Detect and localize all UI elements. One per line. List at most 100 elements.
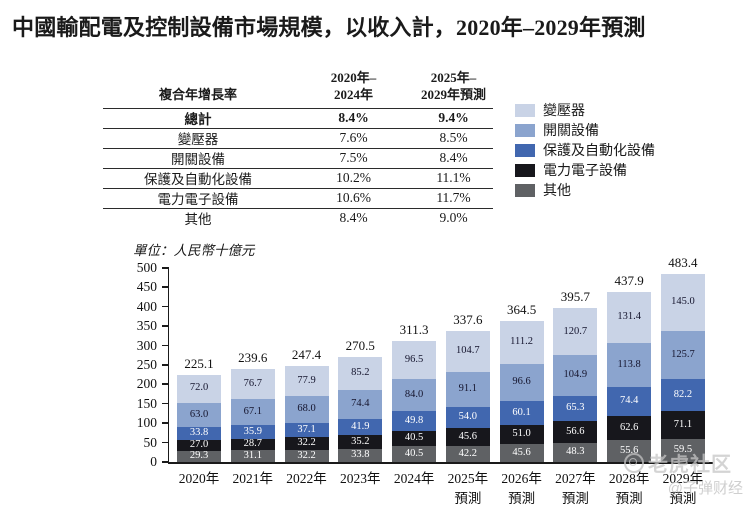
bar-group: 111.2 96.6 60.1 51.0 45.6 364.5 2026年 預測 (499, 302, 544, 506)
y-axis-tick-mark (162, 286, 169, 288)
bar-segment: 72.0 (177, 374, 221, 403)
bars-container: 72.0 63.0 33.8 27.0 29.3 225.1 2020年 76.7 67.1 35… (169, 255, 713, 506)
bar-segment: 45.6 (445, 427, 490, 446)
bar-segment: 45.6 (499, 444, 544, 462)
row-label: 變壓器 (177, 132, 219, 148)
cagr-2025-2029-value: 9.4% (438, 110, 469, 126)
table-row: 總計 8.4% 9.4% (103, 107, 493, 128)
y-axis-tick-mark (162, 441, 169, 444)
y-axis-tick-mark (162, 344, 169, 347)
bar-segment: 27.0 (177, 440, 221, 451)
legend-item: 變壓器 (515, 100, 655, 120)
bar-total-label: 483.4 (668, 255, 698, 271)
x-axis-label: 2028年 預測 (608, 471, 650, 506)
legend-swatch (515, 103, 535, 117)
row-label: 保護及自動化設備 (144, 172, 252, 188)
y-axis-tick-label: 350 (136, 318, 157, 334)
y-axis-tick-label: 50 (143, 434, 158, 450)
bar-segment: 96.6 (499, 363, 544, 402)
x-axis-label: 2025年 預測 (447, 471, 489, 506)
legend-item: 其他 (515, 180, 655, 200)
x-axis-label: 2020年 (178, 471, 220, 486)
y-axis-tick-mark (162, 325, 169, 327)
bar-segment: 71.1 (660, 411, 705, 439)
cagr-table-rows: 總計 8.4% 9.4% 變壓器 7.6% 8.5% 開關設備 7.5% 8.4% 保護及自動化設… (103, 107, 493, 228)
page-title: 中國輸配電及控制設備市場規模，以收入計，2020年–2029年預測 (12, 15, 646, 40)
bar-group: 96.5 84.0 49.8 40.5 40.5 311.3 2024年 (392, 322, 437, 486)
bar-segment: 37.1 (284, 422, 329, 438)
row-label: 開關設備 (171, 152, 225, 168)
cagr-2020-2024-value: 10.6% (336, 190, 371, 206)
bar-segment: 51.0 (499, 424, 544, 445)
bar-segment: 131.4 (607, 292, 652, 344)
table-header-cell: 複合年增長率 (158, 86, 237, 102)
x-axis-label: 2021年 (232, 471, 274, 486)
chart-plot-area: 0 50 100 150 200 250 300 350 400 450 500 72.0 63.0 3… (137, 255, 713, 506)
bar-segment: 28.7 (230, 438, 275, 450)
cagr-2020-2024-value: 7.6% (339, 130, 368, 146)
legend-item-label: 開關設備 (543, 124, 599, 139)
bar-segment: 40.5 (392, 430, 437, 447)
table-row: 其他 8.4% 9.0% (103, 207, 493, 228)
legend-item-label: 變壓器 (543, 104, 585, 119)
bar-segment: 74.4 (338, 390, 383, 419)
bar-segment: 60.1 (499, 401, 544, 425)
bar-segment: 31.1 (230, 449, 275, 462)
bar-group: 120.7 104.9 65.3 56.6 48.3 395.7 2027年 預測 (553, 289, 598, 506)
bar-group: 131.4 113.8 74.4 62.6 55.6 437.9 2028年 預測 (607, 273, 652, 506)
bar-segment: 33.8 (338, 448, 383, 462)
y-axis-tick-mark (162, 305, 169, 308)
cagr-table: 複合年增長率 2020年– 2024年 2025年– 2029年預測 總計 8.4% 9… (103, 70, 493, 228)
legend-swatch (515, 183, 535, 197)
bar-total-label: 437.9 (614, 273, 644, 289)
bar-segment: 85.2 (338, 357, 383, 391)
cagr-2025-2029-value: 8.4% (439, 150, 468, 166)
y-axis-tick-mark (162, 402, 169, 405)
bar-segment: 49.8 (392, 411, 437, 431)
y-axis-tick-label: 100 (136, 415, 157, 431)
bar-segment: 33.8 (177, 427, 221, 441)
bar-group: 104.7 91.1 54.0 45.6 42.2 337.6 2025年 預測 (445, 312, 490, 506)
bar-segment: 41.9 (338, 418, 383, 436)
y-axis-tick-label: 0 (150, 454, 157, 469)
bar-segment: 67.1 (230, 398, 275, 425)
cagr-2020-2024-value: 7.5% (339, 150, 368, 166)
x-axis-label: 2027年 預測 (555, 471, 596, 506)
x-axis-label: 2022年 (286, 471, 327, 486)
y-axis-tick-mark (162, 267, 169, 269)
legend-swatch (515, 143, 535, 157)
legend-item-label: 電力電子設備 (543, 164, 627, 179)
legend-item: 開關設備 (515, 120, 655, 140)
bar-segment: 74.4 (607, 387, 652, 417)
bar-segment: 32.2 (284, 437, 329, 450)
bar-total-label: 337.6 (453, 312, 483, 328)
legend-item: 電力電子設備 (515, 160, 655, 180)
cagr-2020-2024-value: 10.2% (336, 170, 371, 186)
bar-segment: 120.7 (553, 308, 598, 356)
bar-segment: 56.6 (553, 421, 598, 444)
bar-segment: 76.7 (230, 369, 275, 399)
chart-legend: 變壓器 開關設備 保護及自動化設備 電力電子設備 其他 (515, 100, 655, 200)
cagr-2020-2024-value: 8.4% (339, 210, 368, 226)
y-axis-tick-label: 150 (136, 395, 157, 411)
bar-segment: 104.7 (445, 331, 490, 372)
table-header-cell: 2020年– 2024年 (330, 70, 377, 102)
cagr-2020-2024-value: 8.4% (338, 110, 369, 126)
y-axis-tick-label: 200 (136, 376, 157, 392)
watermark-community: 老虎社区 (624, 448, 732, 477)
x-axis-label: 2029年 預測 (662, 471, 704, 506)
table-row: 電力電子設備 10.6% 11.7% (103, 187, 493, 208)
bar-segment: 96.5 (392, 341, 437, 379)
bar-segment: 111.2 (499, 320, 544, 364)
table-header-cell: 2025年– 2029年預測 (420, 70, 486, 102)
bar-group: 76.7 67.1 35.9 28.7 31.1 239.6 2021年 (230, 350, 275, 486)
table-row: 變壓器 7.6% 8.5% (103, 127, 493, 148)
x-axis-label: 2024年 (393, 471, 435, 486)
cagr-2025-2029-value: 8.5% (439, 130, 468, 146)
bar-segment: 125.7 (660, 330, 705, 380)
bar-segment: 84.0 (392, 378, 437, 412)
bar-segment: 29.3 (177, 450, 221, 462)
y-axis-tick-label: 300 (136, 337, 157, 353)
bar-segment: 63.0 (177, 402, 221, 428)
y-axis-tick-mark (162, 422, 169, 424)
